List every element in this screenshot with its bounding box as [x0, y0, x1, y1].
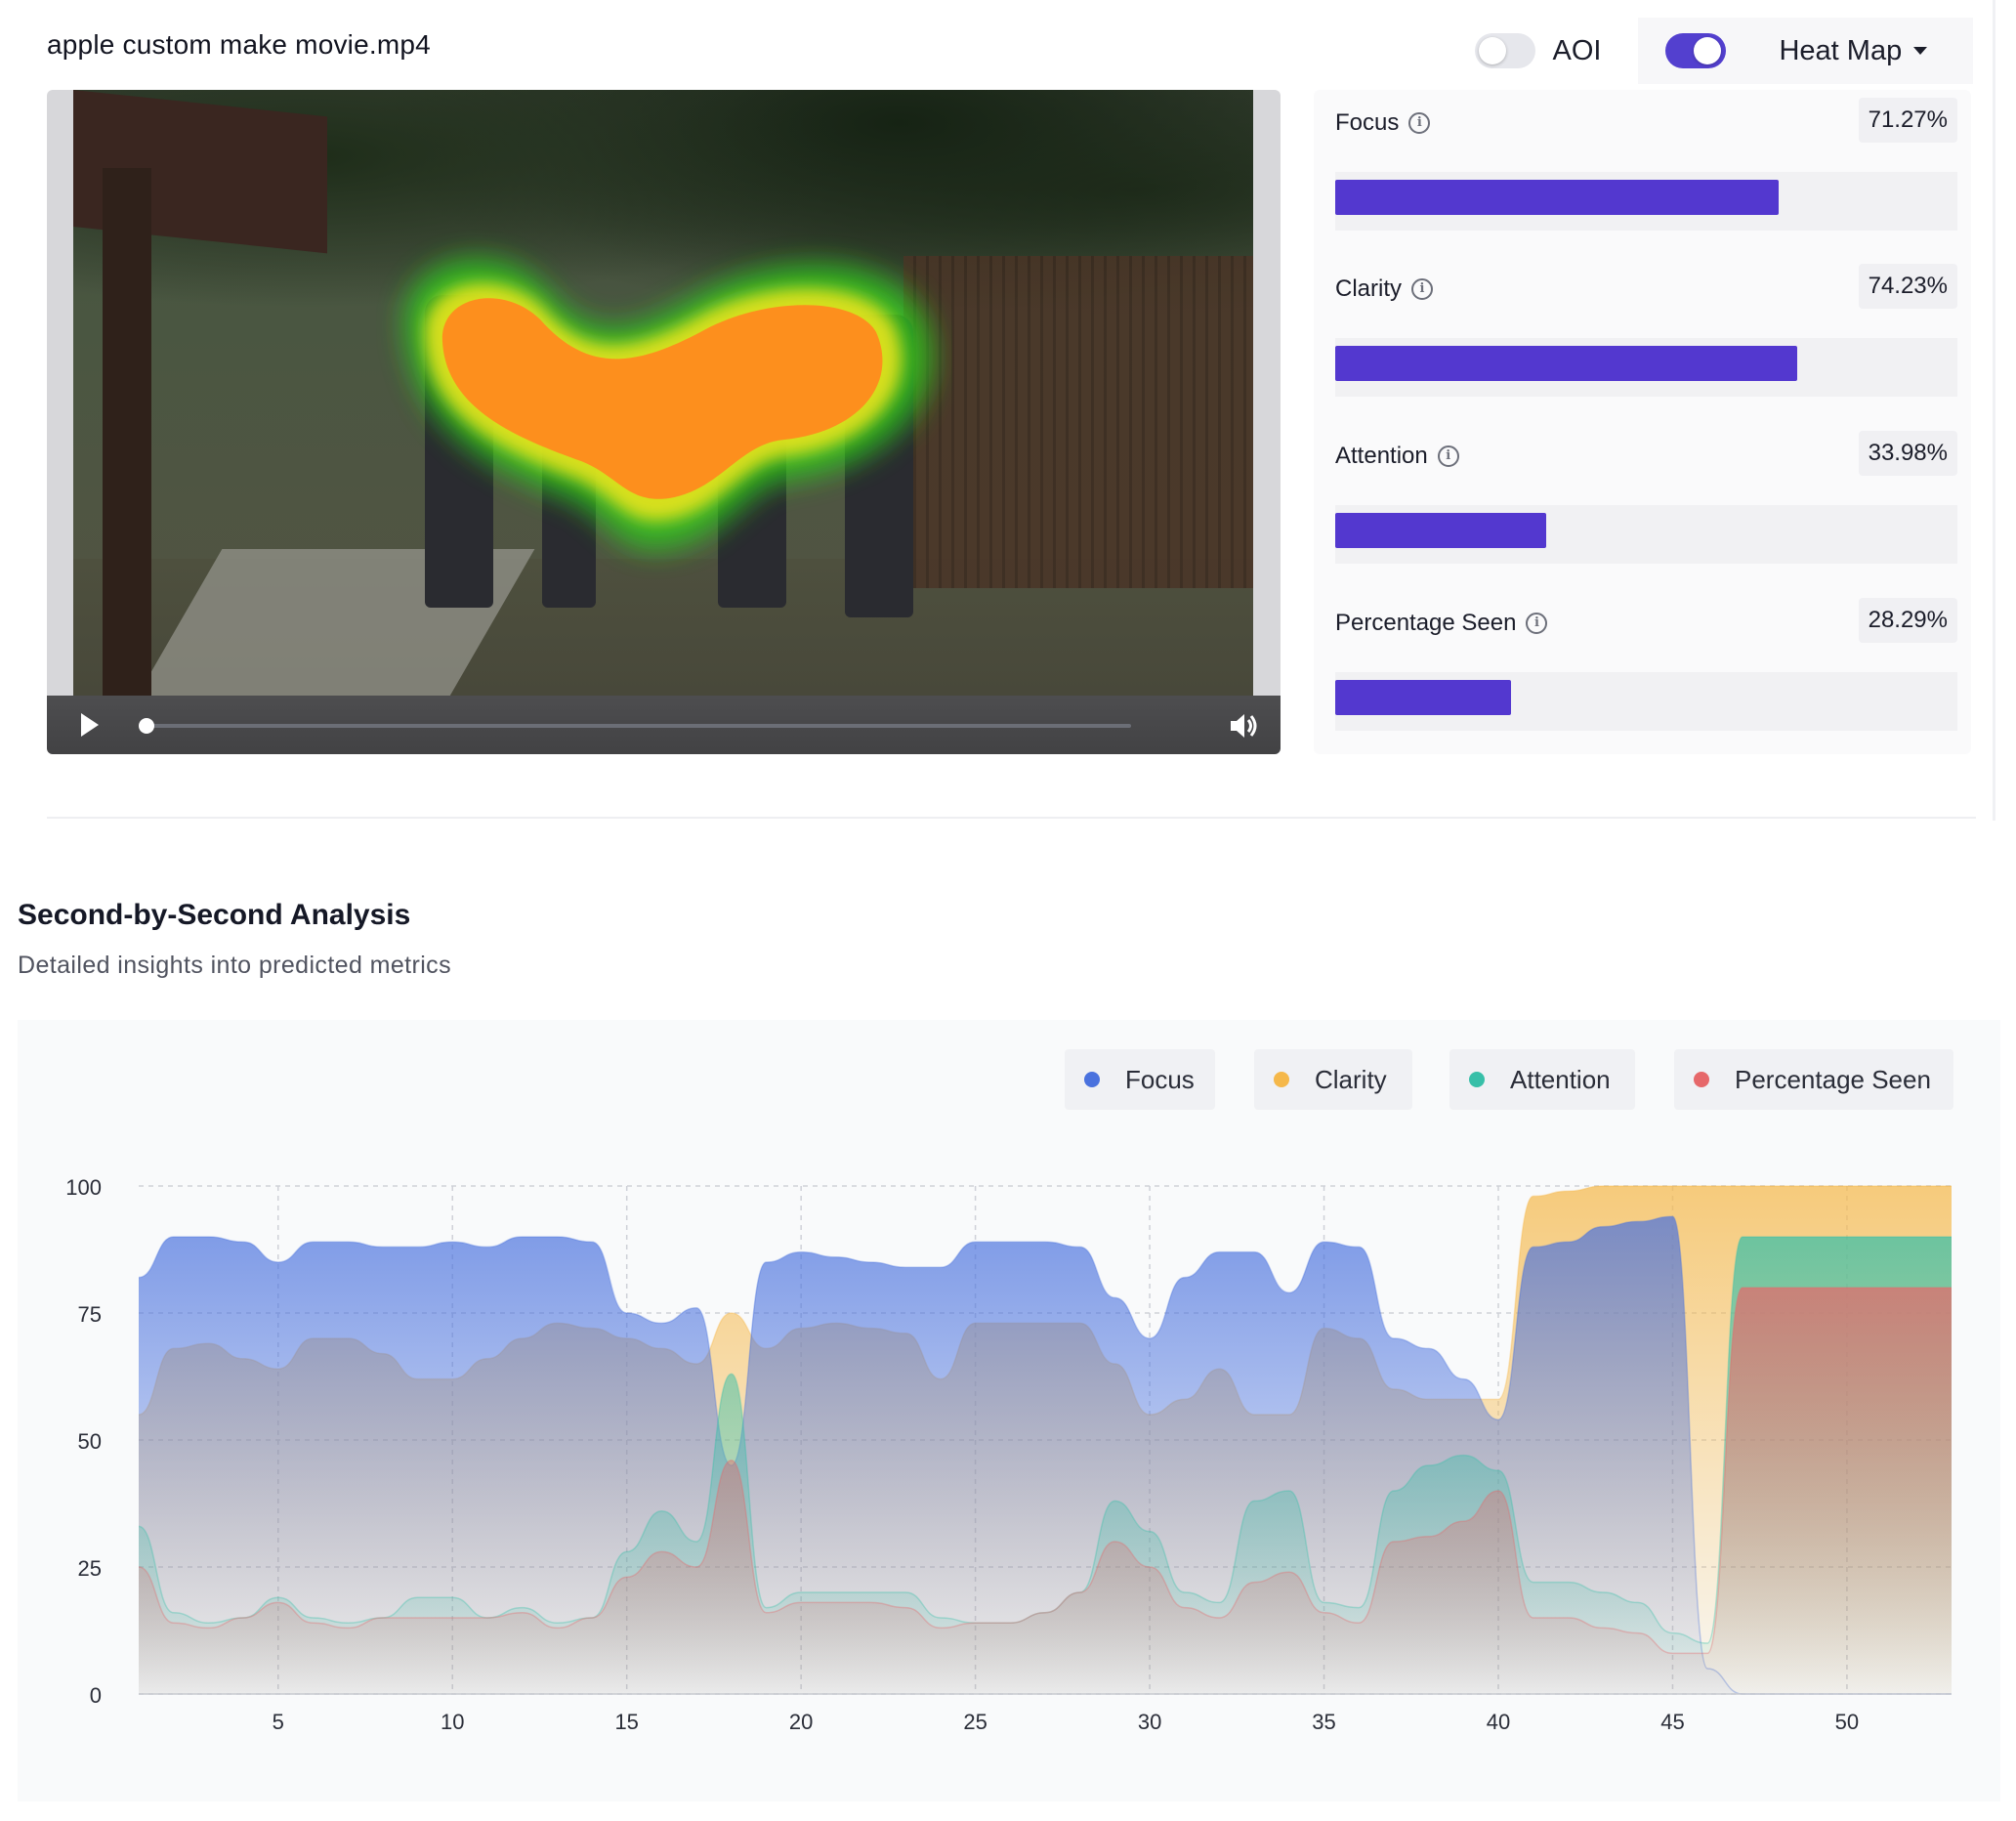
video-controls-bar	[47, 696, 1281, 754]
metric-label: Focus i	[1335, 109, 1431, 137]
legend-item-clarity[interactable]: Clarity	[1254, 1049, 1412, 1110]
info-icon[interactable]: i	[1408, 112, 1431, 134]
x-tick-label: 15	[614, 1710, 638, 1734]
metric-bar-track	[1335, 172, 1957, 231]
file-title: apple custom make movie.mp4	[47, 29, 431, 60]
section-divider	[47, 817, 1976, 819]
view-mode-label: Heat Map	[1779, 34, 1903, 66]
metric-value: 74.23%	[1858, 264, 1957, 309]
x-tick-label: 30	[1138, 1710, 1161, 1734]
y-tick-label: 0	[90, 1683, 102, 1708]
metric-attention: Attention i 33.98%	[1335, 423, 1957, 570]
line-attention	[138, 1236, 1952, 1644]
video-player[interactable]	[47, 90, 1281, 754]
video-analysis-card: apple custom make movie.mp4 AOI Heat Map	[0, 0, 1995, 821]
aoi-toggle[interactable]	[1475, 33, 1535, 68]
x-tick-label: 10	[441, 1710, 464, 1734]
metric-label: Attention i	[1335, 443, 1459, 470]
area-percentage-seen	[139, 1288, 1952, 1694]
legend-label: Clarity	[1315, 1064, 1387, 1094]
toggle-knob	[1694, 37, 1722, 64]
legend-dot	[1084, 1072, 1100, 1087]
legend-item-focus[interactable]: Focus	[1065, 1049, 1215, 1110]
metric-bar-track	[1335, 338, 1957, 397]
play-icon[interactable]	[81, 713, 99, 737]
info-icon[interactable]: i	[1437, 445, 1459, 467]
legend-dot	[1274, 1072, 1289, 1087]
progress-track[interactable]	[145, 724, 1131, 728]
x-tick-label: 50	[1835, 1710, 1859, 1734]
metric-label: Percentage Seen i	[1335, 610, 1548, 637]
scene-fence	[903, 256, 1253, 588]
x-tick-label: 25	[963, 1710, 987, 1734]
metric-label: Clarity i	[1335, 275, 1434, 303]
metric-bar-fill	[1335, 513, 1547, 548]
analysis-chart-card: 0 25 50 75 100 5 10 15 20 25 30 35 40 45 50 Focus Clar…	[18, 1020, 2000, 1801]
metric-bar-fill	[1335, 680, 1512, 715]
metric-focus: Focus i 71.27%	[1335, 90, 1957, 236]
y-tick-label: 100	[65, 1175, 102, 1200]
legend-item-percentage-seen[interactable]: Percentage Seen	[1674, 1049, 1953, 1110]
metric-name: Clarity	[1335, 275, 1403, 302]
metric-bar-track	[1335, 672, 1957, 731]
y-tick-label: 25	[78, 1556, 102, 1581]
x-tick-label: 35	[1312, 1710, 1335, 1734]
legend-dot	[1469, 1072, 1485, 1087]
metric-name: Percentage Seen	[1335, 610, 1517, 636]
metrics-panel: Focus i 71.27% Clarity i 74.23% Attention i…	[1314, 90, 1971, 754]
metric-name: Focus	[1335, 109, 1400, 136]
aoi-label: AOI	[1552, 34, 1602, 66]
toggle-knob	[1479, 37, 1506, 64]
progress-handle[interactable]	[139, 718, 154, 734]
metric-bar-fill	[1335, 180, 1779, 215]
legend-label: Attention	[1510, 1064, 1611, 1094]
y-tick-label: 75	[78, 1302, 102, 1327]
metric-bar-track	[1335, 505, 1957, 564]
section-subtitle: Detailed insights into predicted metrics	[18, 952, 451, 979]
x-tick-label: 5	[273, 1710, 284, 1734]
metric-bar-fill	[1335, 346, 1797, 381]
metric-percentage-seen: Percentage Seen i 28.29%	[1335, 590, 1957, 737]
metric-name: Attention	[1335, 443, 1428, 469]
caret-down-icon	[1913, 47, 1928, 55]
metric-value: 28.29%	[1858, 598, 1957, 643]
x-tick-label: 40	[1487, 1710, 1510, 1734]
line-focus	[138, 1215, 1952, 1695]
area-chart: 0 25 50 75 100 5 10 15 20 25 30 35 40 45 50	[65, 1175, 1952, 1734]
heatmap-toggle[interactable]	[1665, 33, 1727, 68]
x-tick-label: 20	[789, 1710, 813, 1734]
metric-value: 71.27%	[1858, 98, 1957, 143]
metric-value: 33.98%	[1858, 431, 1957, 476]
legend-label: Percentage Seen	[1735, 1064, 1931, 1094]
metric-clarity: Clarity i 74.23%	[1335, 256, 1957, 402]
y-tick-label: 50	[78, 1429, 102, 1454]
legend-item-attention[interactable]: Attention	[1449, 1049, 1635, 1110]
legend-dot	[1694, 1072, 1709, 1087]
x-tick-label: 45	[1660, 1710, 1684, 1734]
info-icon[interactable]: i	[1411, 278, 1434, 300]
heatmap-overlay	[404, 258, 934, 551]
volume-icon[interactable]	[1228, 711, 1259, 741]
scene-porch-post	[103, 168, 151, 696]
section-title: Second-by-Second Analysis	[18, 899, 411, 931]
line-percentage-seen	[138, 1287, 1952, 1655]
view-mode-dropdown[interactable]: Heat Map	[1779, 34, 1928, 67]
video-frame-image	[73, 90, 1253, 696]
info-icon[interactable]: i	[1526, 613, 1548, 634]
view-controls: AOI Heat Map	[1475, 18, 1973, 84]
legend-label: Focus	[1125, 1064, 1195, 1094]
heatmap-control-group: Heat Map	[1638, 18, 1973, 84]
